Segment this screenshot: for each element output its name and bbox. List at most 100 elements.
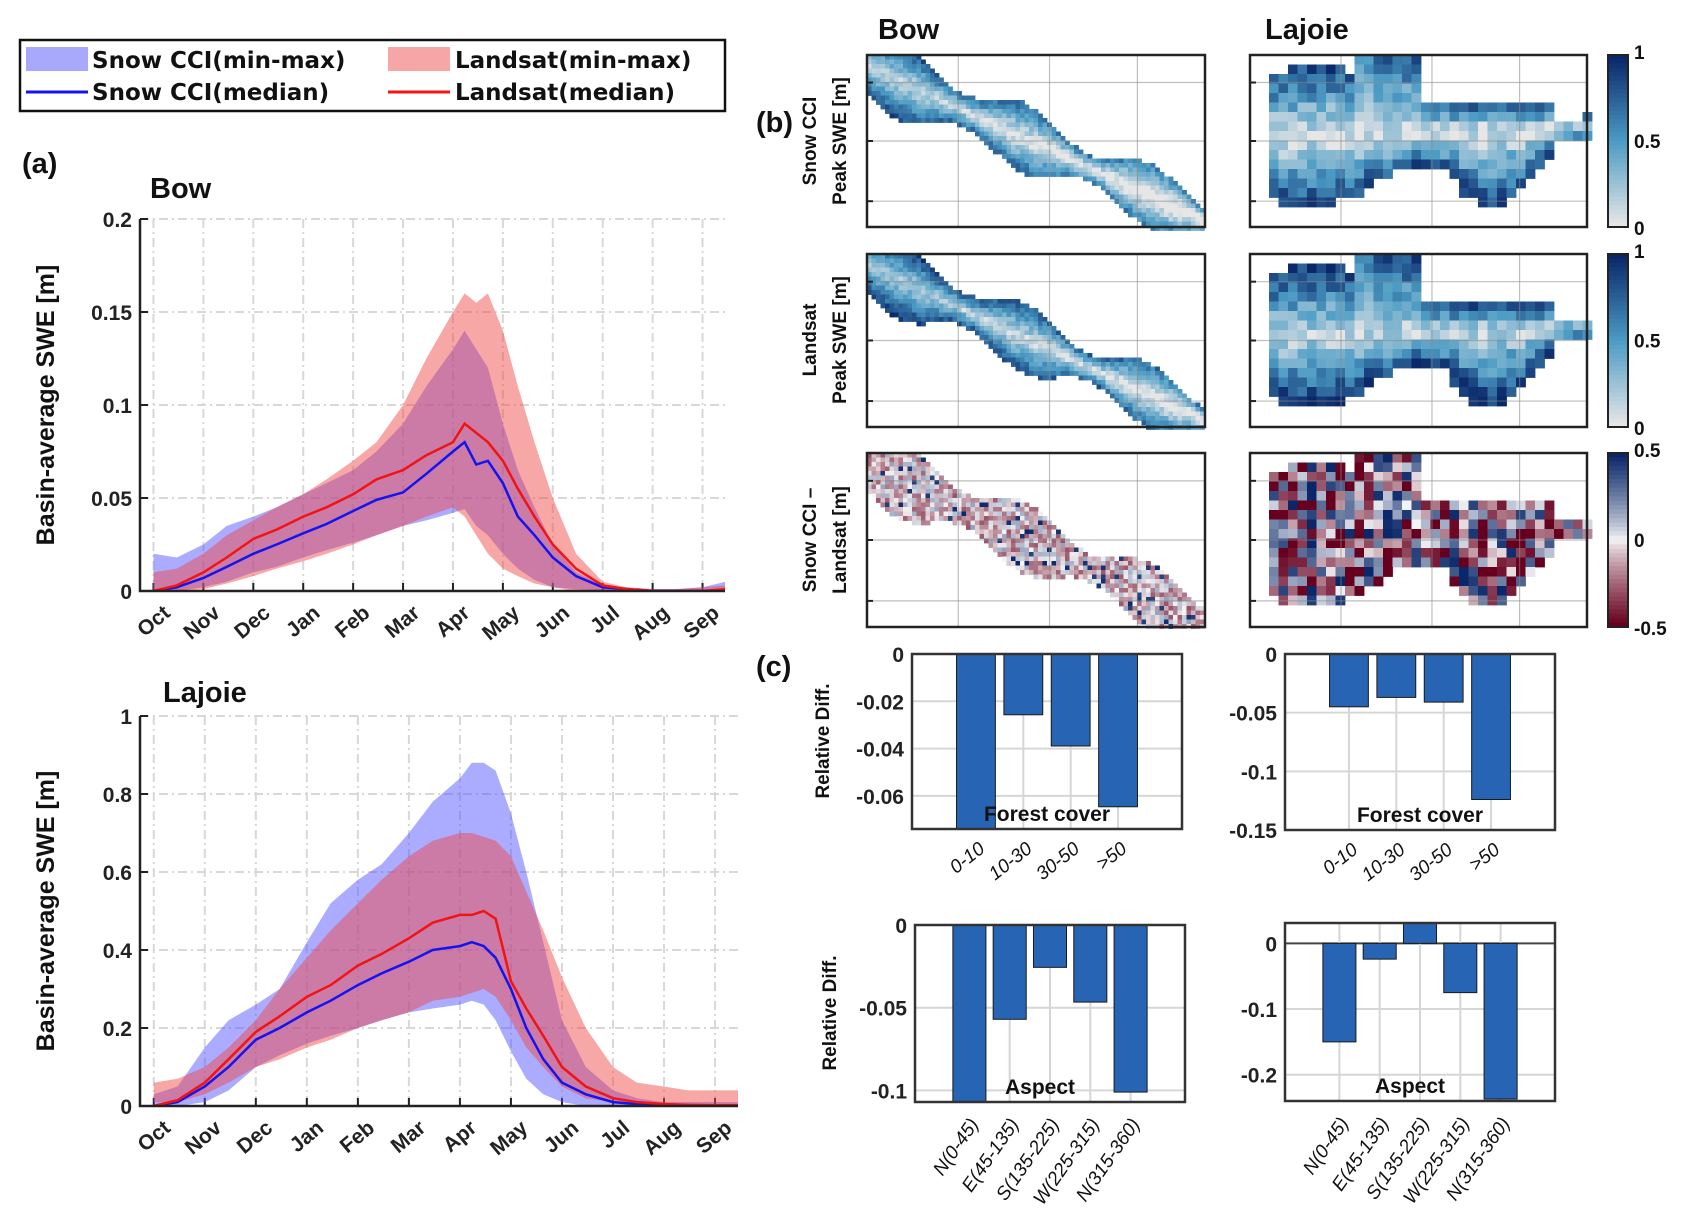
map-cell [1288, 131, 1298, 141]
map-cell [1364, 55, 1374, 65]
y-tick-label: 0 [892, 644, 904, 667]
map-cell [1316, 557, 1327, 568]
map-cell [898, 498, 904, 503]
colorbar-step [1608, 479, 1628, 485]
map-cell [1051, 556, 1057, 562]
map-cell [1146, 172, 1151, 177]
map-cell [1155, 167, 1160, 173]
map-frame [865, 53, 1207, 229]
map-cell [903, 82, 908, 87]
map-cell [988, 520, 994, 526]
map-cell [1459, 557, 1469, 568]
map-cell [975, 104, 980, 110]
map-cell [876, 77, 881, 83]
map-cell [1392, 538, 1403, 549]
map-cell [1440, 538, 1450, 549]
map-cell [948, 308, 953, 313]
map-cell [961, 502, 967, 508]
map-cell [889, 109, 895, 114]
map-cell [1024, 556, 1030, 562]
map-cell [1535, 102, 1545, 113]
map-cell [1119, 393, 1124, 399]
map-cell [1128, 583, 1133, 589]
map-cell [1150, 380, 1156, 385]
map-cell [1146, 579, 1151, 584]
map-cell [1006, 122, 1012, 128]
map-cell [1164, 402, 1169, 408]
colorbar-step [1608, 85, 1628, 90]
map-cell [1297, 349, 1308, 359]
y-tick-label: 0.6 [103, 862, 132, 885]
map-cell [1101, 380, 1106, 385]
map-cell [1354, 377, 1365, 388]
map-cell [1487, 301, 1498, 312]
map-cell [934, 285, 940, 291]
map-cell [1478, 150, 1488, 160]
map-cell [961, 516, 967, 521]
map-cell [1110, 167, 1115, 173]
map-cell [952, 489, 958, 494]
map-cell [1011, 100, 1016, 105]
map-cell [912, 520, 917, 526]
map-cell [1402, 93, 1412, 103]
colorbar-step [1608, 331, 1628, 337]
map-cell [1506, 519, 1517, 530]
map-cell [1033, 574, 1039, 580]
map-cell [1430, 330, 1441, 340]
colorbar-step [1608, 196, 1628, 202]
map-cell [1146, 606, 1151, 611]
map-cell [1307, 472, 1317, 482]
map-cell [1168, 588, 1174, 593]
map-cell [880, 64, 886, 69]
map-cell [1015, 353, 1021, 358]
map-cell [889, 104, 895, 110]
map-cell [957, 122, 962, 128]
map-cell [1269, 131, 1279, 141]
map-cell [1478, 349, 1488, 359]
map-cell [1006, 353, 1012, 358]
map-cell [925, 493, 931, 499]
map-cell [903, 113, 908, 119]
map-cell [1038, 131, 1043, 137]
map-cell [1497, 131, 1507, 141]
map-cell [1288, 301, 1298, 312]
map-cell [1383, 339, 1393, 350]
map-cell [1354, 529, 1365, 539]
map-cell [1525, 159, 1536, 170]
map-cell [1119, 389, 1124, 394]
map-cell [1065, 552, 1070, 557]
map-cell [1449, 500, 1460, 511]
map-cell [1478, 557, 1488, 568]
map-cell [1132, 402, 1138, 408]
map-cell [939, 489, 944, 494]
map-cell [1440, 320, 1450, 331]
map-cell [1459, 121, 1469, 132]
map-cell [1364, 93, 1374, 103]
map-cell [1440, 349, 1450, 359]
map-cell [1038, 543, 1043, 548]
map-cell [1132, 389, 1138, 394]
map-cell [889, 82, 895, 87]
map-cell [1191, 208, 1196, 213]
map-cell [1177, 208, 1183, 213]
map-cell [1123, 588, 1129, 593]
map-cell [1042, 118, 1048, 123]
map-cell [903, 457, 908, 463]
map-cell [1316, 368, 1327, 378]
map-cell [1132, 167, 1138, 173]
map-cell [966, 502, 971, 508]
map-cell [966, 516, 971, 521]
map-cell [1373, 150, 1384, 160]
map-cell [1083, 357, 1088, 363]
map-cell [961, 317, 967, 322]
map-cell [921, 285, 926, 291]
map-cell [1326, 188, 1336, 198]
x-tick-label: 30-50 [1033, 838, 1085, 885]
map-cell [1449, 339, 1460, 350]
map-cell [1421, 519, 1431, 530]
map-cell [1128, 176, 1133, 182]
colorbar-tick-label: 1 [1634, 242, 1645, 263]
map-cell [1383, 55, 1393, 65]
map-cell [1033, 348, 1039, 354]
map-cell [1478, 311, 1488, 321]
